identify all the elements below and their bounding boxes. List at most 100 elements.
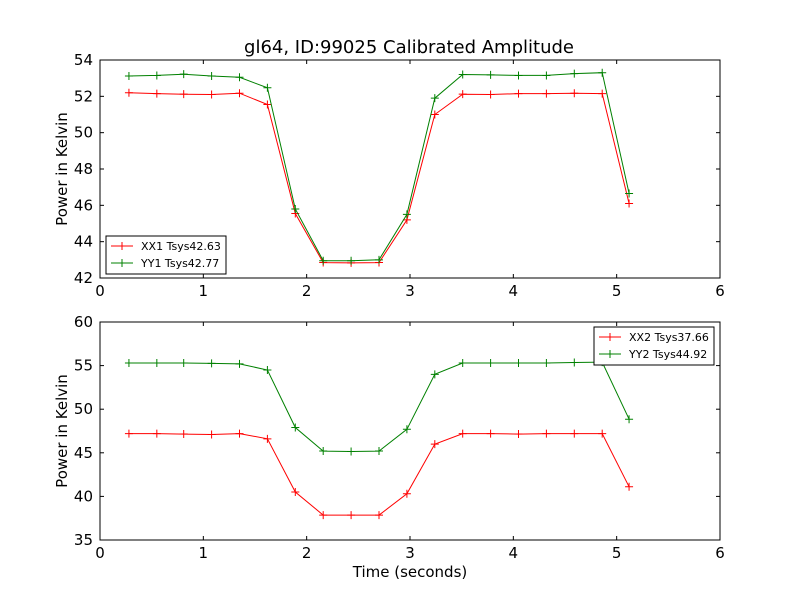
data-point-marker xyxy=(486,429,495,438)
x-tick-label: 6 xyxy=(715,544,725,562)
y-tick-label: 44 xyxy=(74,233,93,251)
y-tick-label: 45 xyxy=(74,444,93,462)
data-point-marker xyxy=(124,429,133,438)
legend-label: XX1 Tsys42.63 xyxy=(141,240,221,253)
data-point-marker xyxy=(235,359,244,368)
data-point-marker xyxy=(152,71,161,80)
data-point-marker xyxy=(514,89,523,98)
data-point-marker xyxy=(235,73,244,82)
x-tick-label: 0 xyxy=(95,282,105,300)
data-point-marker xyxy=(402,425,411,434)
data-point-marker xyxy=(207,430,216,439)
data-point-marker xyxy=(235,429,244,438)
x-tick-label: 3 xyxy=(405,544,415,562)
legend-label: XX2 Tsys37.66 xyxy=(629,331,709,344)
data-point-marker xyxy=(542,89,551,98)
data-point-marker xyxy=(263,83,272,92)
data-point-marker xyxy=(570,89,579,98)
data-point-marker xyxy=(542,358,551,367)
data-point-marker xyxy=(570,69,579,78)
data-point-marker xyxy=(570,429,579,438)
data-point-marker xyxy=(179,70,188,79)
data-point-marker xyxy=(319,256,328,265)
data-point-marker xyxy=(514,358,523,367)
y-tick-label: 50 xyxy=(74,124,93,142)
data-point-marker xyxy=(375,255,383,264)
x-tick-label: 3 xyxy=(405,282,415,300)
data-point-marker xyxy=(207,71,216,80)
data-point-marker xyxy=(430,440,439,449)
data-point-marker xyxy=(179,90,188,99)
x-tick-label: 6 xyxy=(715,282,725,300)
data-point-marker xyxy=(598,68,607,77)
data-point-marker xyxy=(625,189,634,198)
chart-title: gl64, ID:99025 Calibrated Amplitude xyxy=(244,37,574,58)
data-point-marker xyxy=(375,511,383,520)
data-point-marker xyxy=(598,89,607,98)
data-point-marker xyxy=(458,429,467,438)
data-point-marker xyxy=(347,511,356,520)
data-point-marker xyxy=(319,511,328,520)
data-point-marker xyxy=(542,429,551,438)
y-tick-label: 42 xyxy=(74,269,93,287)
data-point-marker xyxy=(458,70,467,79)
data-point-marker xyxy=(347,256,356,265)
data-point-marker xyxy=(402,489,411,498)
data-point-marker xyxy=(124,88,133,97)
data-point-marker xyxy=(625,415,634,424)
data-point-marker xyxy=(458,90,467,99)
legend-marker xyxy=(606,333,614,341)
data-point-marker xyxy=(347,447,356,456)
data-point-marker xyxy=(179,358,188,367)
data-point-marker xyxy=(235,89,244,98)
data-point-marker xyxy=(570,358,579,367)
top-plot: 0 1 2 3 4 5 6 42 44 46 48 50 52 54 Power in Kelvin XX1 … xyxy=(53,51,725,300)
legend-box xyxy=(593,326,715,366)
legend-box xyxy=(105,235,227,275)
data-point-marker xyxy=(291,423,300,432)
x-tick-label: 2 xyxy=(302,544,312,562)
x-axis-label: Time (seconds) xyxy=(352,563,468,581)
data-point-marker xyxy=(152,89,161,98)
y-axis-label: Power in Kelvin xyxy=(53,112,71,226)
data-point-marker xyxy=(124,71,133,80)
legend-marker xyxy=(606,350,614,358)
data-point-marker xyxy=(152,429,161,438)
data-point-marker xyxy=(152,358,161,367)
data-point-marker xyxy=(291,488,300,497)
data-point-marker xyxy=(625,482,634,491)
data-point-marker xyxy=(291,204,300,213)
data-point-marker xyxy=(514,71,523,80)
data-point-marker xyxy=(263,365,272,374)
y-tick-label: 50 xyxy=(74,400,93,418)
y-tick-label: 46 xyxy=(74,196,93,214)
data-point-marker xyxy=(430,110,439,119)
data-point-marker xyxy=(375,447,383,456)
data-point-marker xyxy=(319,447,328,456)
data-point-marker xyxy=(263,434,272,443)
y-tick-label: 48 xyxy=(74,160,93,178)
x-tick-label: 1 xyxy=(199,544,209,562)
data-point-marker xyxy=(263,100,272,109)
y-tick-label: 52 xyxy=(74,87,93,105)
legend-marker xyxy=(118,242,126,250)
data-point-marker xyxy=(486,358,495,367)
data-point-marker xyxy=(430,370,439,379)
legend-marker xyxy=(118,259,126,267)
x-tick-label: 5 xyxy=(612,282,622,300)
x-tick-label: 5 xyxy=(612,544,622,562)
legend-label: YY1 Tsys42.77 xyxy=(140,257,219,270)
data-point-marker xyxy=(542,71,551,80)
legend-label: YY2 Tsys44.92 xyxy=(628,348,707,361)
data-point-marker xyxy=(124,358,133,367)
data-point-marker xyxy=(430,94,439,103)
y-tick-label: 40 xyxy=(74,487,93,505)
data-point-marker xyxy=(207,90,216,99)
y-tick-label: 54 xyxy=(74,51,93,69)
x-tick-label: 4 xyxy=(509,282,519,300)
data-point-marker xyxy=(207,359,216,368)
data-point-marker xyxy=(402,210,411,219)
data-point-marker xyxy=(625,199,634,208)
data-point-marker xyxy=(514,430,523,439)
y-tick-label: 55 xyxy=(74,357,93,375)
